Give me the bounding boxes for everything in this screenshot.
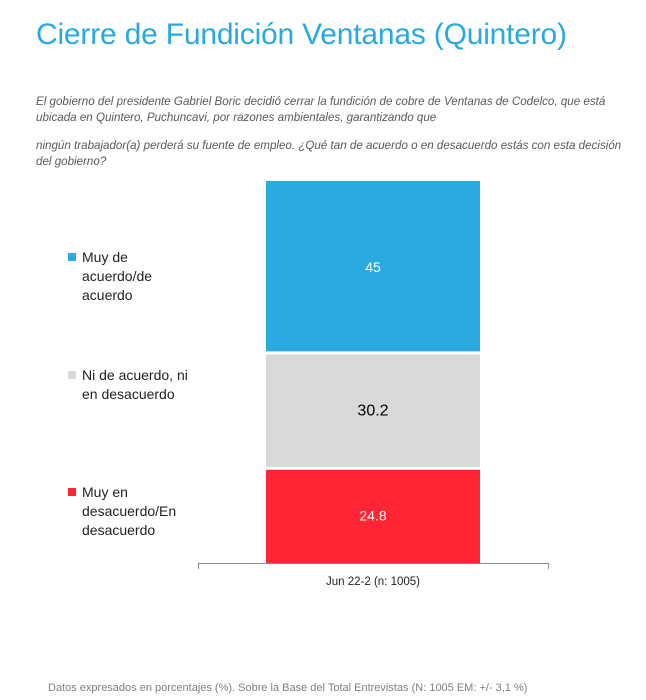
legend-label-line: Muy de — [82, 249, 128, 265]
legend-swatch-disagree — [68, 488, 76, 496]
legend-item-agree: Muy de acuerdo/de acuerdo — [68, 248, 212, 305]
page-title: Cierre de Fundición Ventanas (Quintero) — [36, 18, 567, 51]
legend-label-line: en desacuerdo — [82, 386, 175, 402]
question-text-part2: ningún trabajador(a) perderá su fuente d… — [36, 139, 622, 168]
legend-label-line: Ni de acuerdo, ni — [82, 367, 188, 383]
segment-separator — [266, 466, 480, 470]
data-label-2: 24.8 — [359, 508, 386, 524]
bar-segment-1 — [266, 352, 480, 469]
legend-label-line: acuerdo — [82, 287, 133, 303]
bar-segment-0 — [266, 181, 480, 353]
data-label-0: 45 — [365, 259, 381, 275]
legend-label-line: Muy en — [82, 484, 128, 500]
question-text-part1: El gobierno del presidente Gabriel Boric… — [36, 95, 606, 124]
legend-swatch-neutral — [68, 371, 76, 379]
bar-segment-2 — [266, 468, 480, 563]
legend-item-neutral: Ni de acuerdo, ni en desacuerdo — [68, 366, 212, 404]
legend-label-line: desacuerdo — [82, 522, 156, 538]
segment-separator — [266, 351, 480, 355]
legend-label-line: desacuerdo/En — [82, 503, 177, 519]
data-label-1: 30.2 — [357, 403, 388, 420]
legend-item-disagree: Muy en desacuerdo/En desacuerdo — [68, 483, 212, 540]
legend-label-line: acuerdo/de — [82, 268, 153, 284]
footer-note: Datos expresados en porcentajes (%). Sob… — [48, 682, 528, 694]
legend-swatch-agree — [68, 253, 76, 261]
x-axis-category-label: Jun 22-2 (n: 1005) — [326, 576, 420, 588]
